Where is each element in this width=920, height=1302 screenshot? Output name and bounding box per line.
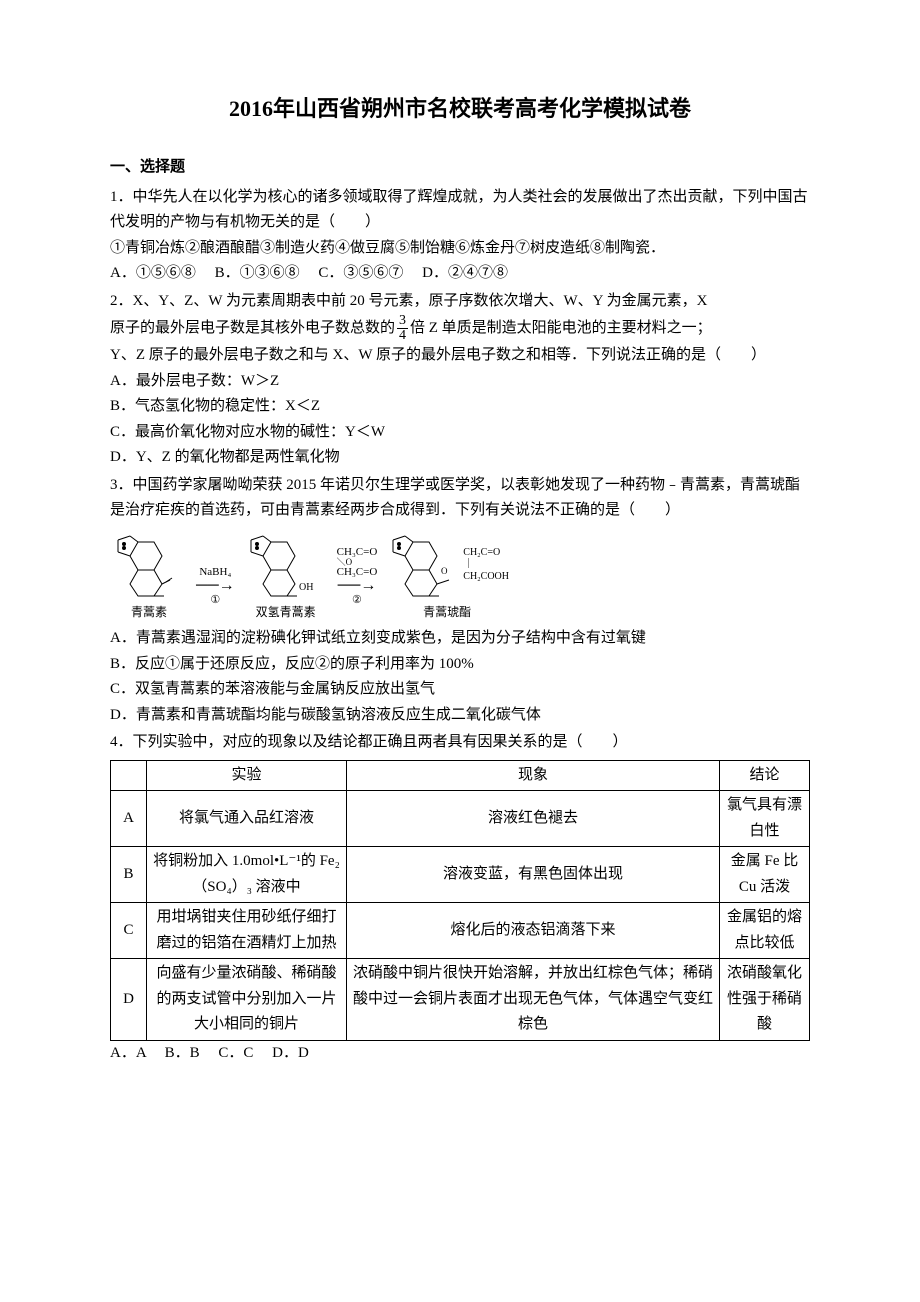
th-ph: 现象 [347,760,720,791]
row-b-ph: 溶液变蓝，有黑色固体出现 [347,847,720,903]
row-c-con: 金属铝的熔点比较低 [720,903,810,959]
q2-frac-den: 4 [397,329,408,343]
arrow-1: NaBH₄ ──→ ① [196,566,235,622]
arrow1-arrow-icon: ──→ [196,578,235,594]
row-d-exp: 向盛有少量浓硝酸、稀硝酸的两支试管中分别加入一片大小相同的铜片 [147,959,347,1041]
svg-text:OH: OH [299,582,313,593]
mol2-label: 双氢青蒿素 [256,602,316,622]
q2-frac-num: 3 [397,314,408,329]
molecule-artesunate: O CH₂C=O ｜ CH₂COOH 青蒿琥酯 [385,530,509,622]
q2-stem-before-frac: 原子的最外层电子数是其核外电子数总数的 [110,320,395,336]
q4-optC: C．C [218,1045,253,1061]
arrow1-below: ① [210,594,220,606]
th-blank [111,760,147,791]
q4-optA: A．A [110,1045,146,1061]
q4-optD: D．D [272,1045,309,1061]
q3-optA: A．青蒿素遇湿润的淀粉碘化钾试纸立刻变成紫色，是因为分子结构中含有过氧键 [110,626,810,652]
mol3-side2: CH₂COOH [463,571,509,583]
q3-optD: D．青蒿素和青蒿琥酯均能与碳酸氢钠溶液反应生成二氧化碳气体 [110,703,810,729]
q1-optA: A．①⑤⑥⑧ [110,265,196,281]
page-title: 2016年山西省朔州市名校联考高考化学模拟试卷 [110,90,810,127]
q2-optC: C．最高价氧化物对应水物的碱性：Y＜W [110,420,810,446]
table-header-row: 实验 现象 结论 [111,760,810,791]
q1-optB: B．①③⑥⑧ [215,265,300,281]
q2-stem-after-frac: 倍 Z 单质是制造太阳能电池的主要材料之一； [410,320,712,336]
th-exp: 实验 [147,760,347,791]
q1-items: ①青铜冶炼②酿酒酿醋③制造火药④做豆腐⑤制饴糖⑥炼金丹⑦树皮造纸⑧制陶瓷． [110,236,810,262]
q4-optB: B．B [165,1045,200,1061]
row-c-ph: 熔化后的液态铝滴落下来 [347,903,720,959]
q1-optD: D．②④⑦⑧ [422,265,508,281]
row-b-label: B [111,847,147,903]
mol3-label: 青蒿琥酯 [423,602,471,622]
row-a-exp: 将氯气通入品红溶液 [147,791,347,847]
row-d-ph: 浓硝酸中铜片很快开始溶解，并放出红棕色气体；稀硝酸中过一会铜片表面才出现无色气体… [347,959,720,1041]
q4-stem: 4．下列实验中，对应的现象以及结论都正确且两者具有因果关系的是（ ） [110,730,810,756]
q2-stem-line3: Y、Z 原子的最外层电子数之和与 X、W 原子的最外层电子数之和相等．下列说法正… [110,343,810,369]
mol3-side1: CH₂C=O [463,547,509,559]
row-a-con: 氯气具有漂白性 [720,791,810,847]
row-c-label: C [111,903,147,959]
question-4: 4．下列实验中，对应的现象以及结论都正确且两者具有因果关系的是（ ） 实验 现象… [110,730,810,1066]
q2-fraction: 34 [397,314,408,343]
svg-text:O: O [441,566,448,576]
molecule-dihydro: OH 双氢青蒿素 [243,530,329,622]
table-row: D 向盛有少量浓硝酸、稀硝酸的两支试管中分别加入一片大小相同的铜片 浓硝酸中铜片… [111,959,810,1041]
question-3: 3．中国药学家屠呦呦荣获 2015 年诺贝尔生理学或医学奖，以表彰她发现了一种药… [110,473,810,728]
row-d-con: 浓硝酸氧化性强于稀硝酸 [720,959,810,1041]
row-b-exp: 将铜粉加入 1.0mol•L⁻¹的 Fe₂（SO₄）₃ 溶液中 [147,847,347,903]
row-a-label: A [111,791,147,847]
arrow2-arrow-icon: ──→ [338,578,377,594]
table-row: A 将氯气通入品红溶液 溶液红色褪去 氯气具有漂白性 [111,791,810,847]
arrow-2: CH₃C=O ＼O CH₃C=O ──→ ② [337,547,378,622]
q2-stem-line1: 2．X、Y、Z、W 为元素周期表中前 20 号元素，原子序数依次增大、W、Y 为… [110,289,810,315]
q4-table: 实验 现象 结论 A 将氯气通入品红溶液 溶液红色褪去 氯气具有漂白性 B 将铜… [110,760,810,1041]
mol1-label: 青蒿素 [131,602,167,622]
q2-optD: D．Y、Z 的氧化物都是两性氧化物 [110,445,810,471]
section-header-1: 一、选择题 [110,155,810,181]
q1-options: A．①⑤⑥⑧ B．①③⑥⑧ C．③⑤⑥⑦ D．②④⑦⑧ [110,261,810,287]
table-row: B 将铜粉加入 1.0mol•L⁻¹的 Fe₂（SO₄）₃ 溶液中 溶液变蓝，有… [111,847,810,903]
molecule-qinghaosu: 青蒿素 [110,530,188,622]
q4-options: A．A B．B C．C D．D [110,1041,810,1067]
row-b-con: 金属 Fe 比 Cu 活泼 [720,847,810,903]
q3-optB: B．反应①属于还原反应，反应②的原子利用率为 100% [110,652,810,678]
q1-stem: 1．中华先人在以化学为核心的诸多领域取得了辉煌成就，为人类社会的发展做出了杰出贡… [110,185,810,236]
q2-optB: B．气态氢化物的稳定性：X＜Z [110,394,810,420]
question-2: 2．X、Y、Z、W 为元素周期表中前 20 号元素，原子序数依次增大、W、Y 为… [110,289,810,471]
q3-reaction-scheme: 青蒿素 NaBH₄ ──→ ① OH [110,530,810,622]
table-row: C 用坩埚钳夹住用砂纸仔细打磨过的铝箔在酒精灯上加热 熔化后的液态铝滴落下来 金… [111,903,810,959]
th-con: 结论 [720,760,810,791]
q2-optA: A．最外层电子数：W＞Z [110,369,810,395]
question-1: 1．中华先人在以化学为核心的诸多领域取得了辉煌成就，为人类社会的发展做出了杰出贡… [110,185,810,287]
row-a-ph: 溶液红色褪去 [347,791,720,847]
row-d-label: D [111,959,147,1041]
arrow2-below: ② [352,594,362,606]
q3-stem: 3．中国药学家屠呦呦荣获 2015 年诺贝尔生理学或医学奖，以表彰她发现了一种药… [110,473,810,524]
row-c-exp: 用坩埚钳夹住用砂纸仔细打磨过的铝箔在酒精灯上加热 [147,903,347,959]
q1-optC: C．③⑤⑥⑦ [318,265,403,281]
q3-optC: C．双氢青蒿素的苯溶液能与金属钠反应放出氢气 [110,677,810,703]
q2-stem-line2: 原子的最外层电子数是其核外电子数总数的34倍 Z 单质是制造太阳能电池的主要材料… [110,314,810,343]
